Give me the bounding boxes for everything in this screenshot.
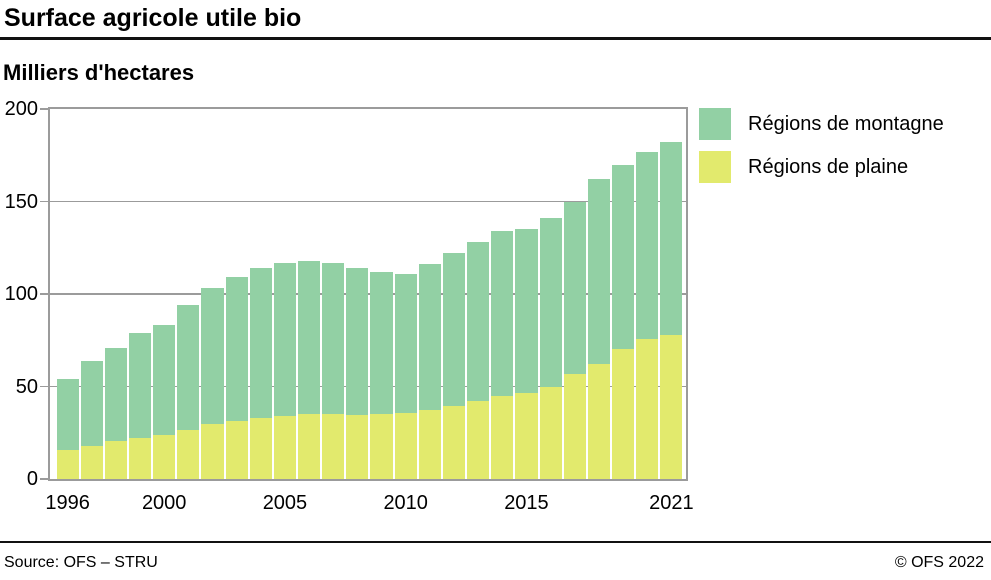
y-tick-label: 50 (15, 375, 38, 398)
y-axis-tick (40, 108, 48, 110)
bar-segment-montagne-2014 (491, 231, 514, 396)
bar-segment-plaine-2008 (346, 415, 369, 479)
bar-segment-plaine-2017 (563, 374, 586, 479)
bar-segment-montagne-2002 (201, 288, 224, 424)
bar-segment-plaine-2001 (177, 429, 200, 479)
x-tick-label: 1996 (45, 492, 90, 514)
bar-segment-plaine-1998 (104, 441, 127, 479)
legend-item-montagne: Régions de montagne (699, 108, 944, 140)
bar-segment-montagne-2019 (611, 164, 635, 349)
bar-segment-plaine-1999 (128, 438, 152, 479)
bar-segment-plaine-2000 (153, 434, 176, 479)
plot-area: Régions de montagne Régions de plaine 0 5… (5, 98, 944, 514)
bar-segment-montagne-2021 (660, 142, 683, 335)
bar-segment-plaine-2004 (249, 417, 272, 479)
bar-segment-montagne-2004 (249, 268, 272, 418)
bar-segment-plaine-1997 (80, 445, 103, 479)
y-axis-tick (40, 200, 48, 203)
bar-segment-plaine-2012 (442, 405, 466, 479)
bar-segment-montagne-2010 (394, 273, 417, 414)
gridline (50, 200, 686, 203)
y-axis-unit-label: Milliers d'hectares (3, 60, 195, 85)
bar-segment-plaine-2013 (467, 401, 490, 479)
bar-segment-montagne-2013 (467, 242, 490, 402)
legend-label-montagne: Régions de montagne (748, 113, 944, 135)
bar-segment-montagne-1999 (128, 332, 152, 439)
y-axis-tick (40, 293, 48, 295)
bar-segment-montagne-2020 (636, 151, 659, 340)
bar-segment-montagne-2000 (153, 325, 176, 435)
bar-segment-plaine-2020 (636, 339, 659, 479)
title-divider (0, 37, 991, 40)
bar-segment-plaine-2014 (491, 395, 514, 479)
bar-segment-plaine-2002 (201, 423, 224, 479)
bar-segment-plaine-2010 (394, 413, 417, 479)
bar-segment-montagne-2012 (442, 253, 466, 406)
bar-segment-plaine-2007 (322, 414, 345, 479)
bar-segment-plaine-2016 (539, 386, 562, 479)
legend-label-plaine: Régions de plaine (748, 156, 909, 178)
legend-item-plaine: Régions de plaine (699, 151, 944, 183)
bar-segment-montagne-2017 (563, 201, 586, 375)
bar-segment-montagne-2009 (370, 271, 393, 415)
bar-segment-montagne-2003 (225, 277, 248, 421)
bar-segment-montagne-2015 (515, 229, 538, 393)
y-tick-label: 150 (4, 190, 38, 213)
x-tick-label: 2010 (383, 492, 428, 514)
bar-segment-montagne-2005 (273, 262, 297, 417)
y-tick-label: 100 (4, 283, 38, 305)
x-tick-label: 2015 (504, 492, 549, 514)
copyright-note: © OFS 2022 (894, 554, 984, 571)
x-tick-label: 2005 (262, 492, 308, 514)
bar-segment-montagne-2008 (346, 268, 369, 416)
bar-segment-plaine-2003 (225, 420, 248, 479)
page-title: Surface agricole utile bio (4, 4, 302, 32)
bar-segment-montagne-2018 (587, 179, 610, 365)
bar-segment-plaine-2005 (273, 416, 297, 479)
bar-segment-montagne-2001 (177, 305, 200, 430)
bar-segment-plaine-2018 (587, 364, 610, 479)
legend-swatch-montagne-icon (699, 108, 731, 140)
legend: Régions de montagne Régions de plaine (699, 108, 944, 194)
footer-divider (0, 541, 991, 543)
x-tick-label: 2000 (141, 492, 187, 514)
bar-segment-montagne-1996 (56, 379, 79, 451)
bar-segment-montagne-2016 (539, 218, 562, 387)
bar-segment-montagne-2007 (322, 262, 345, 415)
bar-segment-plaine-2021 (660, 334, 683, 479)
y-tick-label: 0 (26, 468, 38, 490)
bar-segment-montagne-1998 (104, 347, 127, 442)
bar-segment-plaine-2009 (370, 414, 393, 479)
y-axis-tick (40, 385, 48, 388)
legend-swatch-plaine-icon (699, 151, 731, 183)
bar-segment-plaine-2011 (418, 409, 441, 479)
bar-segment-montagne-2006 (298, 260, 321, 415)
bar-segment-plaine-2015 (515, 392, 538, 479)
y-tick-label: 200 (4, 98, 38, 120)
bar-segment-montagne-1997 (80, 360, 103, 446)
y-axis-tick (40, 478, 48, 480)
x-tick-label: 2021 (649, 492, 694, 514)
bar-segment-montagne-2011 (418, 264, 441, 410)
bar-segment-plaine-2006 (298, 414, 321, 479)
source-note: Source: OFS – STRU (4, 554, 158, 571)
bar-segment-plaine-2019 (611, 348, 635, 479)
bar-segment-plaine-1996 (56, 450, 79, 479)
